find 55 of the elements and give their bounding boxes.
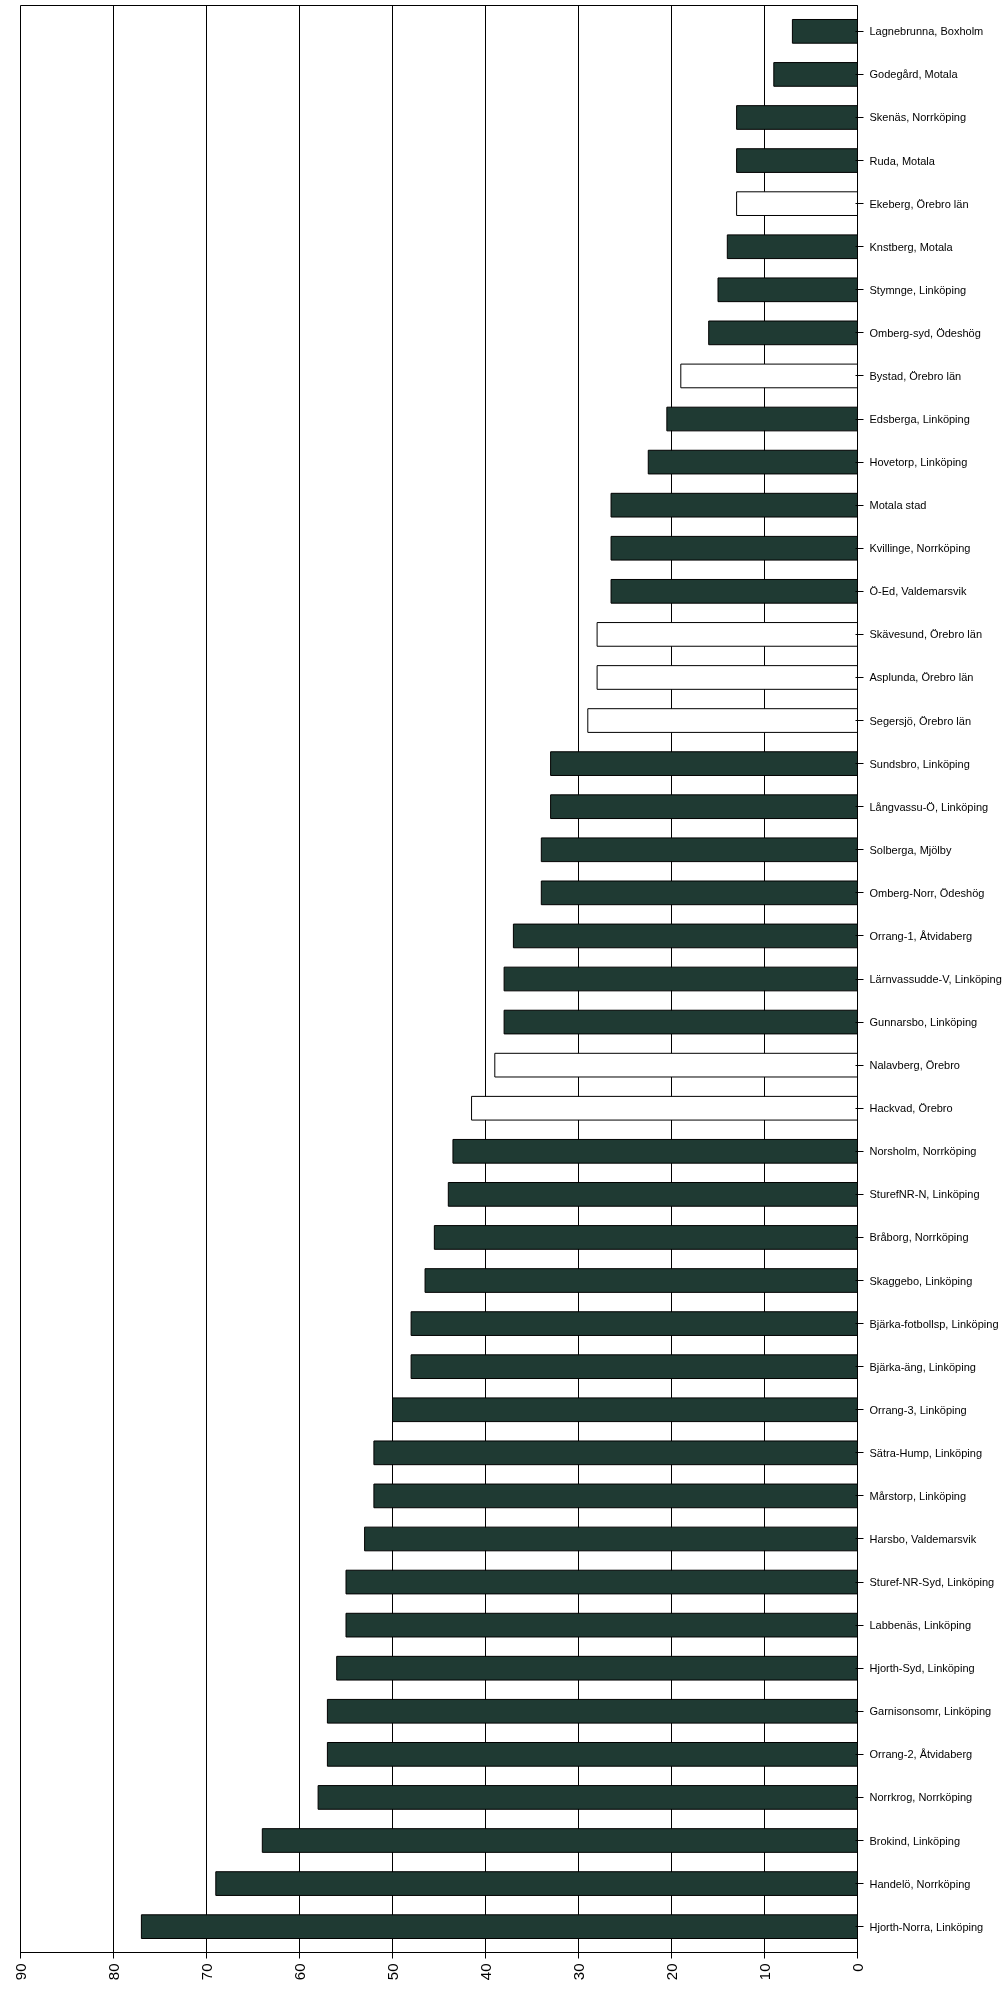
y-tick-label: Solberga, Mjölby	[869, 843, 952, 856]
y-tick-label: Orrang-1, Åtvidaberg	[869, 929, 973, 942]
y-tick-label: Lärnvassudde-V, Linköping	[869, 973, 1002, 985]
y-tick-label: Handelö, Norrköping	[869, 1877, 971, 1890]
x-tick-label: 0	[848, 1963, 866, 1972]
y-tick-label: Hjorth-Syd, Linköping	[869, 1662, 975, 1675]
y-tick-label: Gunnarsbo, Linköping	[869, 1016, 978, 1029]
y-tick-label: Omberg-syd, Ödeshög	[869, 326, 981, 339]
y-tick-label: Långvassu-Ö, Linköping	[869, 800, 989, 813]
x-tick-label: 30	[569, 1963, 587, 1981]
x-tick-label: 40	[476, 1963, 494, 1981]
y-tick-label: Omberg-Norr, Ödeshög	[869, 886, 985, 899]
y-tick-label: Sturef-NR-Syd, Linköping	[869, 1576, 995, 1589]
y-tick-label: Bråborg, Norrköping	[869, 1231, 969, 1244]
x-tick-label: 50	[383, 1963, 401, 1981]
x-tick-label: 90	[11, 1963, 29, 1981]
y-tick-label: Ekeberg, Örebro län	[869, 197, 969, 210]
y-tick-label: Mårstorp, Linköping	[869, 1489, 967, 1502]
y-tick-label: Kvillinge, Norrköping	[869, 542, 971, 555]
y-tick-label: Nalavberg, Örebro	[869, 1059, 960, 1072]
y-tick-label: Bjärka-äng, Linköping	[869, 1360, 976, 1373]
x-tick-label: 10	[755, 1963, 773, 1981]
y-tick-label: Skenäs, Norrköping	[869, 111, 967, 124]
y-tick-label: Ruda, Motala	[869, 154, 936, 167]
y-tick-label: Brokind, Linköping	[869, 1834, 961, 1847]
y-tick-label: Garnisonsomr, Linköping	[869, 1705, 992, 1718]
y-tick-label: Godegård, Motala	[869, 68, 959, 81]
y-tick-label: Skaggebo, Linköping	[869, 1274, 973, 1287]
y-tick-label: Hackvad, Örebro	[869, 1102, 953, 1115]
x-tick-label: 70	[197, 1963, 215, 1981]
y-tick-label: Orrang-2, Åtvidaberg	[869, 1748, 973, 1761]
y-tick-label: Hovetorp, Linköping	[869, 456, 968, 469]
y-tick-label: Knstberg, Motala	[869, 240, 954, 253]
x-tick-label: 60	[290, 1963, 308, 1981]
x-tick-label: 20	[662, 1963, 680, 1981]
y-tick-label: Harsbo, Valdemarsvik	[869, 1532, 977, 1545]
y-tick-label: Sätra-Hump, Linköping	[869, 1446, 983, 1459]
y-tick-label: Labbenäs, Linköping	[869, 1619, 972, 1632]
y-tick-label: Sundsbro, Linköping	[869, 757, 970, 770]
y-tick-label: Norrkrog, Norrköping	[869, 1791, 973, 1804]
y-tick-label: Orrang-3, Linköping	[869, 1403, 967, 1416]
y-tick-label: Stymnge, Linköping	[869, 283, 967, 296]
y-tick-label: Norsholm, Norrköping	[869, 1145, 977, 1158]
y-tick-label: Hjorth-Norra, Linköping	[869, 1920, 984, 1933]
y-tick-label: Ö-Ed, Valdemarsvik	[869, 585, 967, 598]
y-tick-label: Lagnebrunna, Boxholm	[869, 25, 984, 38]
y-tick-label: Motala stad	[869, 499, 927, 512]
y-tick-label: Skävesund, Örebro län	[869, 628, 983, 641]
y-tick-label: SturefNR-N, Linköping	[869, 1188, 980, 1201]
y-tick-label: Edsberga, Linköping	[869, 413, 970, 426]
y-tick-label: Asplunda, Örebro län	[869, 671, 974, 684]
x-tick-label: 80	[104, 1963, 122, 1981]
y-tick-label: Bystad, Örebro län	[869, 369, 962, 382]
y-tick-label: Segersjö, Örebro län	[869, 714, 971, 727]
y-tick-label: Bjärka-fotbollsp, Linköping	[869, 1317, 999, 1330]
